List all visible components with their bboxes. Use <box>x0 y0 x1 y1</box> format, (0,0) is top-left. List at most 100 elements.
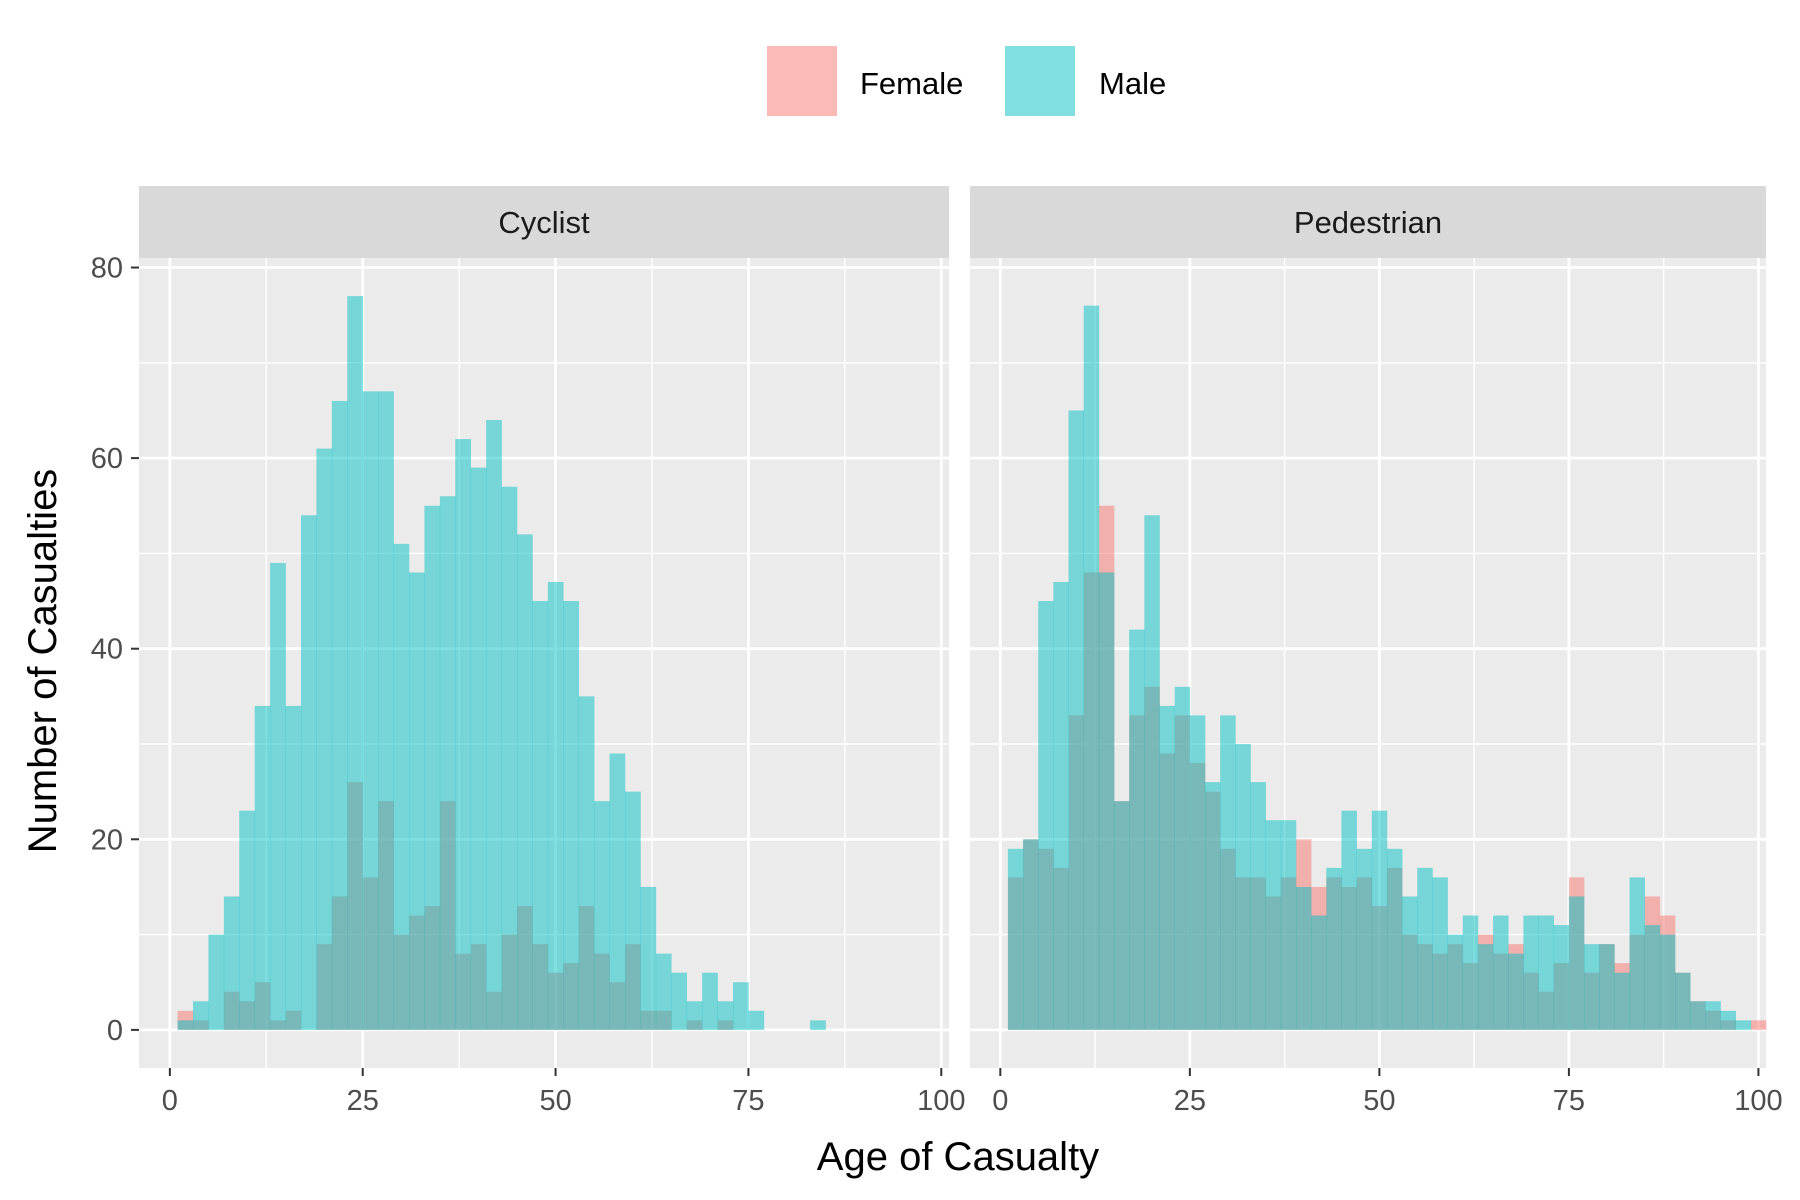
strip-cyclist <box>139 186 949 258</box>
bar-male <box>717 1001 734 1030</box>
bar-male <box>208 934 225 1030</box>
bar-male <box>1174 686 1191 1030</box>
bar-male <box>748 1010 765 1030</box>
bar-male <box>1538 915 1555 1030</box>
bar-male <box>1705 1001 1721 1030</box>
y-tick-label: 80 <box>91 253 123 285</box>
bar-male <box>424 505 441 1030</box>
bar-male <box>1114 801 1130 1030</box>
bar-male <box>1083 305 1100 1030</box>
bar-male <box>1007 848 1024 1030</box>
bar-male <box>1386 848 1403 1030</box>
x-tick-label: 25 <box>1174 1085 1206 1117</box>
legend-key-female <box>767 46 837 116</box>
bar-male <box>1023 839 1039 1030</box>
bar-male <box>1144 515 1160 1030</box>
y-tick-label: 0 <box>107 1015 123 1047</box>
bar-male <box>686 1001 703 1030</box>
bar-male <box>640 886 657 1030</box>
bar-male <box>594 801 610 1030</box>
x-axis-title: Age of Casualty <box>817 1135 1099 1179</box>
x-tick-label: 25 <box>347 1085 379 1117</box>
bar-male <box>1493 915 1509 1030</box>
bar-male <box>563 601 580 1030</box>
bar-male <box>517 534 533 1030</box>
x-tick-label: 75 <box>732 1085 764 1117</box>
bar-male <box>733 982 749 1030</box>
bar-male <box>1235 744 1251 1030</box>
bar-male <box>1098 572 1115 1030</box>
bar-male <box>409 572 425 1030</box>
bar-male <box>671 972 688 1030</box>
bar-male <box>1462 915 1479 1030</box>
bar-male <box>1432 877 1448 1030</box>
bar-male <box>1205 782 1221 1030</box>
legend-label-female: Female <box>860 66 963 101</box>
bar-male <box>1311 915 1327 1030</box>
x-tick-label: 100 <box>1734 1085 1782 1117</box>
legend-key-male <box>1005 46 1075 116</box>
bar-male <box>1220 715 1236 1030</box>
y-axis-title: Number of Casualties <box>21 469 65 854</box>
bar-male <box>270 562 286 1030</box>
bar-male <box>810 1020 826 1030</box>
bar-male <box>625 791 641 1030</box>
plot-area-pedestrian: 0 25 50 75 100 <box>970 258 1783 1117</box>
bar-male <box>177 1020 194 1030</box>
x-tick-label: 100 <box>917 1085 965 1117</box>
x-tick-label: 0 <box>992 1085 1008 1117</box>
bar-male <box>347 296 364 1030</box>
bar-male <box>1189 715 1206 1030</box>
bar-male <box>1614 972 1630 1030</box>
panel-cyclist: Cyclist 0 25 50 75 100 <box>139 186 965 1117</box>
bar-male <box>393 543 410 1030</box>
bar-male <box>1371 810 1388 1030</box>
legend-label-male: Male <box>1099 66 1166 101</box>
bar-male <box>285 705 302 1030</box>
bar-male <box>486 420 502 1030</box>
bar-male <box>362 391 379 1030</box>
x-tick-label: 50 <box>1363 1085 1395 1117</box>
series-male-cyclist <box>177 296 826 1030</box>
bar-male <box>1447 934 1464 1030</box>
bar-male <box>702 972 718 1030</box>
bar-male <box>1720 1010 1736 1030</box>
bar-male <box>316 448 333 1030</box>
bar-male <box>1265 820 1282 1030</box>
bar-male <box>1477 944 1494 1030</box>
bar-male <box>1690 1001 1706 1030</box>
series-male-pedestrian <box>1007 305 1752 1030</box>
bar-male <box>547 582 564 1030</box>
bar-male <box>1341 810 1357 1030</box>
plot-area-cyclist: 0 25 50 75 100 <box>139 258 965 1117</box>
bar-male <box>1053 582 1069 1030</box>
bar-female <box>1750 1020 1767 1030</box>
strip-label-cyclist: Cyclist <box>498 205 590 240</box>
bar-male <box>439 496 456 1030</box>
bar-male <box>1584 944 1600 1030</box>
bar-male <box>378 391 394 1030</box>
bar-male <box>1250 782 1266 1030</box>
y-tick-label: 40 <box>91 634 123 666</box>
bar-male <box>331 400 348 1030</box>
strip-pedestrian <box>970 186 1766 258</box>
bar-male <box>1508 953 1524 1030</box>
bar-male <box>1280 820 1297 1030</box>
bar-male <box>1553 925 1570 1030</box>
bar-male <box>578 696 595 1030</box>
y-axis: 0 20 40 60 80 <box>91 253 139 1047</box>
bar-male <box>1629 877 1646 1030</box>
bar-male <box>223 896 240 1030</box>
bar-male <box>1402 896 1418 1030</box>
bar-male <box>501 486 518 1030</box>
bar-male <box>1599 944 1615 1030</box>
bar-male <box>455 439 472 1030</box>
bar-male <box>1038 601 1054 1030</box>
bar-male <box>1129 629 1145 1030</box>
bar-male <box>1523 915 1539 1030</box>
x-tick-label: 75 <box>1553 1085 1585 1117</box>
bar-male <box>1295 886 1312 1030</box>
x-tick-label: 0 <box>162 1085 178 1117</box>
